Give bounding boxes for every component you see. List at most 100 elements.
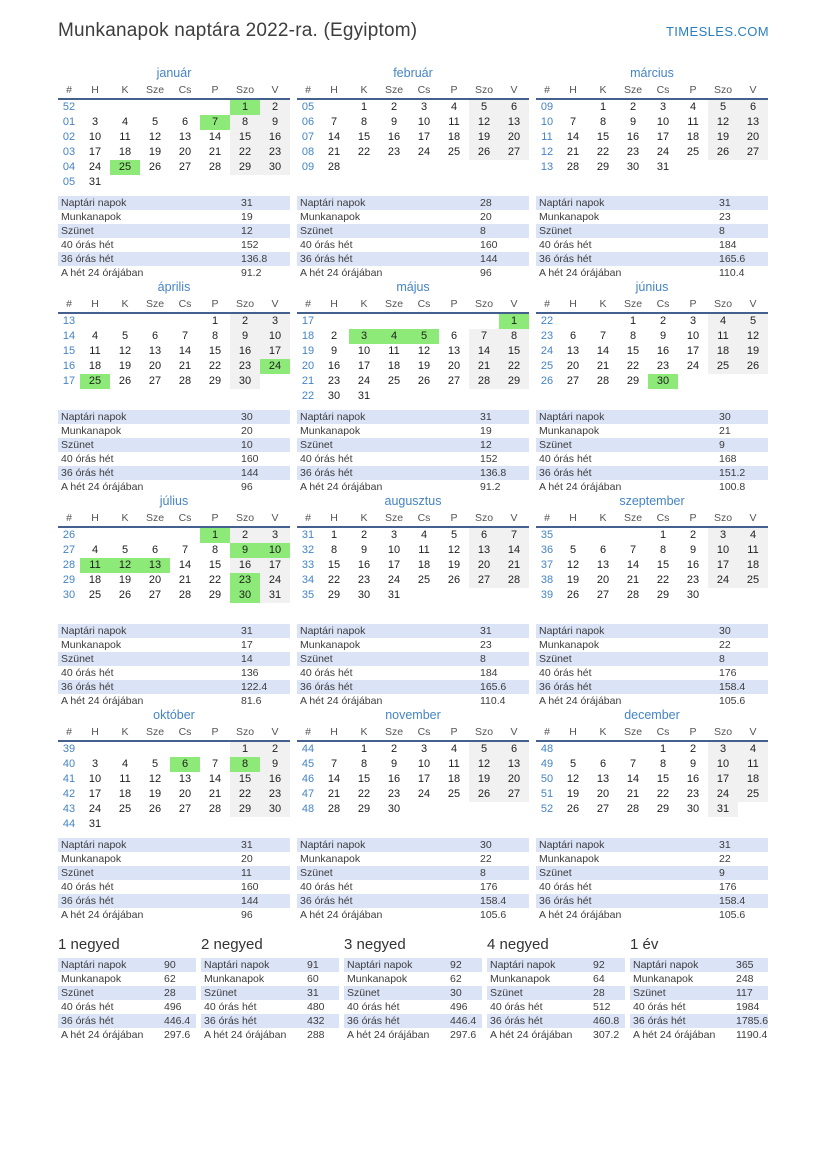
stat-label: 40 órás hét [539, 881, 592, 893]
day-cell: 22 [656, 574, 670, 586]
day-cell: 26 [118, 375, 132, 387]
stat-row: Naptári napok 30 [58, 410, 290, 424]
stat-row: 40 órás hét 168 [536, 452, 768, 466]
stat-value: 12 [480, 439, 492, 451]
stat-row: Munkanapok 22 [536, 852, 768, 866]
day-cell: 24 [357, 375, 371, 387]
stat-label: Szünet [490, 987, 523, 999]
day-cell: 22 [596, 146, 610, 158]
week-number: 09 [540, 101, 554, 113]
stat-label: 36 órás hét [61, 253, 114, 265]
calendar-grid: # H K Sze Cs P Szo V 17 1 18 2 3 4 5 6 7 8 19 9 10 11 12 13 14 15… [297, 297, 529, 404]
day-cell: 29 [208, 375, 222, 387]
month-stats: Naptári napok 30 Munkanapok 21 Szünet 9 40 órá… [536, 410, 768, 494]
week-number: 26 [62, 529, 76, 541]
day-header: Sze [623, 84, 643, 96]
stat-label: 40 órás hét [300, 239, 353, 251]
stat-value: 91.2 [241, 267, 262, 279]
week-number: 31 [301, 529, 315, 541]
week-row: 35 1 2 3 4 [536, 528, 768, 543]
day-cell: 7 [181, 330, 189, 342]
stat-row: Szünet 117 [630, 986, 768, 1000]
stat-value: 20 [480, 211, 492, 223]
week-row: 16 18 19 20 21 22 23 24 [58, 359, 290, 374]
day-cell: 3 [659, 101, 667, 113]
calendar-weeks: 17 1 18 2 3 4 5 6 7 8 19 9 10 11 12 13 14 15 20 16 17 18 19 20 2… [297, 314, 529, 404]
stat-label: A hét 24 órájában [61, 695, 144, 707]
stat-row: Munkanapok 23 [536, 210, 768, 224]
stat-label: 40 órás hét [204, 1001, 257, 1013]
week-row: 09 28 [297, 160, 529, 175]
stat-value: 152 [480, 453, 498, 465]
day-cell [200, 742, 230, 757]
day-cell: 14 [327, 131, 341, 143]
day-cell: 20 [148, 574, 162, 586]
day-cell: 3 [708, 528, 738, 543]
stat-row: Szünet 31 [201, 986, 339, 1000]
day-cell [409, 314, 439, 329]
stat-label: Naptári napok [539, 197, 605, 209]
stat-label: Naptári napok [633, 959, 699, 971]
stat-value: 307.2 [593, 1029, 620, 1041]
stat-value: 144 [241, 467, 259, 479]
day-header: Cs [656, 84, 670, 96]
day-header: V [749, 298, 757, 310]
calendar-weeks: 13 1 2 3 14 4 5 6 7 8 9 10 15 11 12 13 14 15 16 17 16 18 19 20 2… [58, 314, 290, 404]
week-number: 13 [62, 315, 76, 327]
stat-value: 31 [480, 411, 492, 423]
month-block-december: december # H K Sze Cs P Szo V 48 1 2 3 4 49 5 6 7 8 9 10 11 50… [536, 708, 768, 922]
week-row: 23 6 7 8 9 10 11 12 [536, 329, 768, 344]
day-cell: 16 [686, 773, 700, 785]
site-link[interactable]: TIMESLES.COM [665, 24, 769, 39]
calendar-weeks: 39 1 2 40 3 4 5 6 7 8 9 41 10 11 12 13 14 15 16 42 17 18 19 20 2… [58, 742, 290, 832]
day-cell: 13 [566, 345, 580, 357]
day-cell: 13 [140, 558, 170, 573]
day-cell: 11 [448, 116, 460, 128]
stat-row: 40 órás hét 496 [58, 1000, 196, 1014]
day-cell: 9 [689, 758, 697, 770]
day-cell: 27 [148, 589, 162, 601]
day-cell: 15 [596, 131, 610, 143]
stat-value: 60 [307, 973, 319, 985]
day-cell: 23 [656, 360, 670, 372]
stat-label: Naptári napok [539, 839, 605, 851]
day-cell: 4 [121, 116, 129, 128]
day-cell: 5 [151, 758, 159, 770]
month-block-január: január # H K Sze Cs P Szo V 52 1 2 01 3 4 5 6 7 8 9 02 10 11 12… [58, 66, 290, 280]
day-cell: 11 [119, 773, 131, 785]
stat-row: A hét 24 órájában 96 [297, 266, 529, 280]
stat-value: 160 [241, 881, 259, 893]
stat-value: 105.6 [719, 695, 746, 707]
stat-row: Munkanapok 22 [297, 852, 529, 866]
week-row: 12 21 22 23 24 25 26 27 [536, 145, 768, 160]
month-title: december [624, 708, 680, 722]
day-header: Sze [384, 298, 404, 310]
week-number: 09 [301, 161, 315, 173]
day-cell: 21 [208, 788, 222, 800]
day-cell: 13 [178, 131, 192, 143]
month-title: február [393, 66, 433, 80]
stat-label: A hét 24 órájában [300, 267, 383, 279]
day-cell: 23 [686, 574, 700, 586]
stat-row: 36 órás hét 136.8 [58, 252, 290, 266]
day-cell: 28 [178, 589, 192, 601]
month-block-november: november # H K Sze Cs P Szo V 44 1 2 3 4 5 6 45 7 8 9 10 11 12… [297, 708, 529, 922]
day-header: P [450, 512, 458, 524]
stat-row: 40 órás hét 152 [58, 238, 290, 252]
day-cell: 11 [388, 345, 400, 357]
day-cell: 11 [89, 345, 101, 357]
day-cell: 9 [230, 329, 260, 344]
day-cell [260, 817, 290, 832]
stat-row: 36 órás hét 158.4 [536, 680, 768, 694]
week-number: 05 [301, 101, 315, 113]
day-cell: 8 [360, 758, 368, 770]
day-cell [110, 742, 140, 757]
week-number: 29 [62, 574, 76, 586]
day-cell: 30 [626, 161, 640, 173]
day-cell [409, 802, 439, 817]
week-number: 42 [62, 788, 76, 800]
stat-row: 36 órás hét 158.4 [536, 894, 768, 908]
stat-row: 36 órás hét 460.8 [487, 1014, 625, 1028]
day-cell: 25 [447, 788, 461, 800]
day-cell [200, 817, 230, 832]
